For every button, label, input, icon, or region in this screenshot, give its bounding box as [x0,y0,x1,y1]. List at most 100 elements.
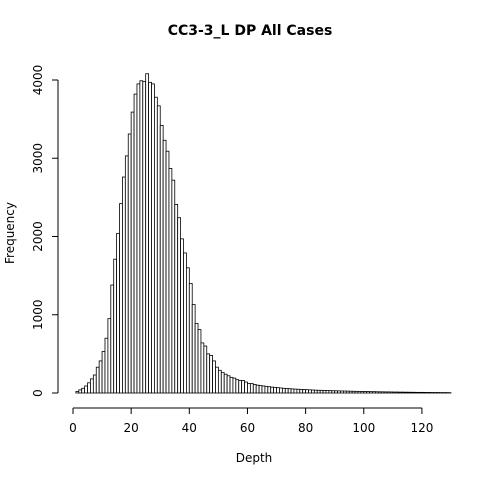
histogram-bar [159,124,164,394]
histogram-bar [313,389,318,394]
x-tick-label: 0 [69,421,77,435]
histogram-bar [316,389,321,394]
histogram-bar [238,380,243,394]
x-axis-label: Depth [236,451,273,465]
histogram-bar [235,379,240,394]
histogram-bar [348,390,353,394]
histogram-bar [415,391,420,394]
histogram-bar [75,391,80,394]
bars-group [75,73,452,394]
histogram-bar [311,389,315,394]
histogram-bar [113,258,118,394]
histogram-bar [383,391,388,394]
histogram-bar [334,390,339,394]
histogram-bar [290,388,295,394]
histogram-bar [337,390,341,394]
histogram-bar [119,203,123,394]
histogram-bar [116,232,120,394]
histogram-bar [148,81,152,394]
histogram-bar [296,388,301,394]
histogram-bar [404,391,408,394]
histogram-bar [284,388,289,394]
histogram-bar [406,391,411,394]
histogram-bar [380,391,385,394]
y-tick-label: 4000 [31,65,45,96]
histogram-bar [281,387,286,394]
histogram-bar [308,389,312,394]
histogram-bar [252,383,257,394]
histogram-bar [377,391,382,394]
histogram-bar [249,383,254,394]
histogram-bar [101,351,106,394]
histogram-bar [418,391,423,394]
histogram-bar [194,322,199,394]
histogram-bar [226,375,231,394]
histogram-bar [154,96,158,394]
histogram-bar [90,378,94,394]
y-tick-label: 0 [31,389,45,397]
histogram-bar [299,389,304,394]
histogram-bar [293,388,298,394]
x-tick-label: 20 [124,421,139,435]
y-tick-label: 2000 [31,221,45,252]
histogram-bar [212,360,216,394]
histogram-bar [142,81,147,394]
histogram-bar [185,267,190,394]
histogram-bar [156,105,161,394]
chart-title: CC3-3_L DP All Cases [168,23,333,39]
histogram-bar [343,390,347,394]
histogram-bar [168,168,173,394]
histogram-bar [258,385,263,394]
histogram-bar [98,360,103,394]
histogram-bar [267,386,272,394]
histogram-bar [191,304,196,394]
histogram-bar [107,318,112,394]
histogram-bar [209,355,213,394]
histogram-bar [255,384,260,394]
histogram-bar [215,366,219,394]
histogram-bar [395,391,400,394]
histogram-bar [124,155,129,394]
y-axis: 0 1000 2000 3000 4000 [31,65,59,397]
histogram-bar [130,111,135,394]
histogram-bar [270,386,275,394]
histogram-bar [264,385,269,394]
x-tick-label: 100 [352,421,375,435]
histogram-bar [369,391,373,394]
histogram-bar [328,390,333,394]
histogram-bar [261,385,266,394]
histogram-bar [203,345,208,394]
histogram-bar [244,381,248,394]
histogram-bar [151,83,155,394]
histogram-bar [279,387,283,394]
histogram-bar [197,329,202,394]
histogram-bar [389,391,394,394]
histogram-bar [171,179,176,394]
histogram-bar [354,390,359,394]
histogram-bar [92,374,97,394]
histogram-bar [372,391,376,394]
histogram-bar [366,391,370,394]
histogram-bar [401,391,405,394]
histogram-bar [136,83,141,394]
histogram-bar [357,391,362,394]
histogram-bar [424,392,429,394]
histogram-bar [322,390,327,394]
histogram-bar [87,382,91,394]
histogram-bar [122,176,126,394]
histogram-bar [84,385,88,394]
histogram-bar [276,387,280,394]
histogram-bar [127,133,132,394]
histogram-bar [229,376,234,394]
histogram-bar [232,377,237,394]
y-tick-label: 1000 [31,299,45,330]
histogram-bar [139,80,144,394]
x-tick-label: 60 [240,421,255,435]
histogram-bar [360,391,365,394]
histogram-bar [110,284,115,394]
y-axis-label: Frequency [3,202,17,264]
histogram-bar [374,391,379,394]
histogram-bar [302,389,307,394]
